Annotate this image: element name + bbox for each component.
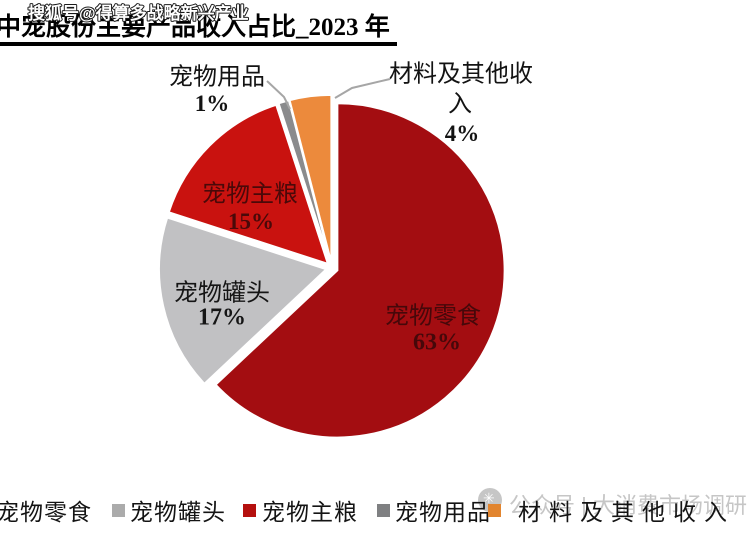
data-label: 材料及其他收: [389, 61, 533, 88]
data-label: 4%: [444, 121, 480, 146]
chart-title: 中宠股份主要产品收入占比_2023 年: [0, 14, 390, 41]
pie-slice-border: [214, 102, 506, 439]
data-label: 15%: [228, 209, 274, 234]
pie-slice-宠物主粮: [168, 104, 328, 264]
leader-line-1: [334, 78, 391, 99]
pie-slice-border: [158, 216, 328, 385]
legend-marker: [243, 504, 256, 517]
data-label: 宠物主粮: [202, 181, 298, 208]
legend-label: 宠物罐头: [130, 500, 226, 525]
watermark-bottom-right: 公众号 | 大消费市场调研: [509, 493, 747, 518]
watermark-top-left: 搜狐号@得算多战略新兴产业: [27, 2, 250, 24]
data-label: 63%: [413, 329, 461, 356]
pie-slice-border: [277, 99, 332, 263]
legend-marker: [488, 504, 501, 517]
legend-label: 材料及其他收入: [518, 500, 735, 525]
legend-label: 宠物用品: [395, 500, 491, 525]
data-label: 入: [448, 91, 472, 118]
pie-slice-宠物零食: [215, 103, 505, 438]
legend-marker: [377, 504, 390, 517]
data-label: 17%: [198, 304, 246, 331]
pie-slice-border: [288, 94, 333, 263]
pie-slice-border: [167, 103, 330, 266]
data-label: 1%: [194, 91, 230, 116]
title-underline: [0, 42, 397, 46]
data-label: 宠物罐头: [174, 280, 270, 307]
legend-marker: [112, 504, 125, 517]
legend-label: 宠物零食: [0, 500, 92, 525]
svg-text:搜狐号@得算多战略新兴产业: 搜狐号@得算多战略新兴产业: [28, 3, 249, 23]
pie-slice-宠物罐头: [159, 217, 327, 384]
legend-label: 宠物主粮: [262, 500, 358, 525]
data-label: 宠物零食: [385, 303, 481, 330]
leader-line-0: [266, 80, 291, 110]
data-label: 宠物用品: [169, 64, 265, 91]
